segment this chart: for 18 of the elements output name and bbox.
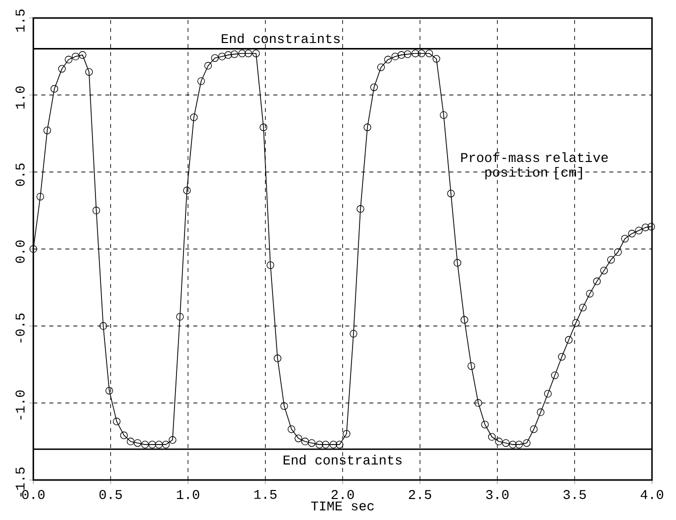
x-tick-label: 3.0	[486, 490, 509, 500]
y-tick-label: -1.0	[16, 390, 25, 420]
x-tick-label: 0.5	[99, 490, 122, 500]
x-tick-label: 1.0	[176, 490, 200, 500]
y-tick-label: -0.5	[16, 314, 25, 342]
y-tick-label: 0.0	[16, 240, 25, 263]
x-tick-label: 2.0	[332, 490, 354, 500]
ref-line-label: End constraints	[222, 33, 340, 44]
x-tick-label: 3.5	[563, 490, 586, 500]
y-tick-label: 1.5	[16, 10, 25, 32]
x-tick-label: 1.5	[254, 490, 276, 499]
y-tick-label: 1.0	[16, 86, 25, 109]
y-tick-label: 0.5	[16, 164, 25, 186]
x-tick-label: 2.5	[408, 490, 432, 500]
annotation: Proof-mass relative position [cm]	[461, 152, 608, 180]
ref-line-label: End constraints	[284, 454, 402, 465]
x-axis-title: TIME sec	[311, 502, 374, 510]
x-tick-label: 4.0	[640, 490, 664, 500]
